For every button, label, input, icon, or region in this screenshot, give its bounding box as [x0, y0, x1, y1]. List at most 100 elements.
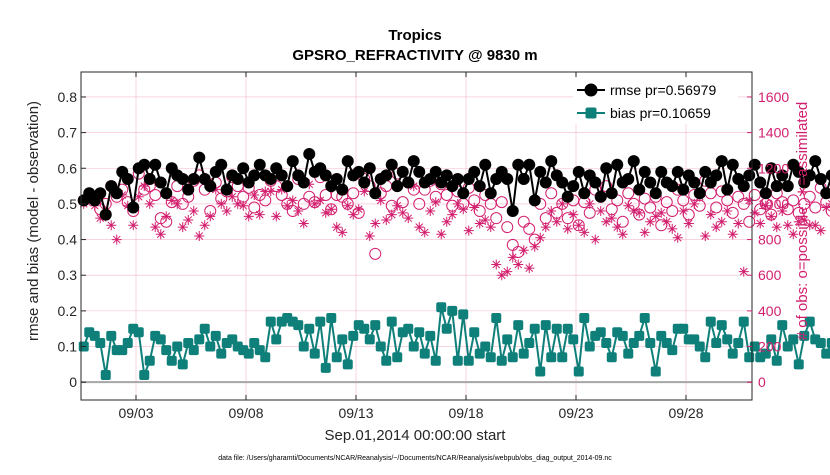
bias-marker [804, 316, 815, 327]
bias-marker [694, 341, 705, 352]
rmse-marker [473, 180, 486, 193]
x-tick-label: 09/28 [668, 405, 703, 421]
bias-marker [634, 330, 645, 341]
bias-marker [480, 341, 491, 352]
rmse-series [77, 148, 830, 221]
assimilated-obs-marker [381, 214, 392, 225]
bias-marker [788, 334, 799, 345]
bias-marker [584, 341, 595, 352]
assimilated-obs-marker [628, 206, 639, 217]
rmse-marker [556, 176, 569, 189]
left-y-tick-label: 0 [69, 374, 77, 390]
assimilated-obs-marker [408, 181, 419, 192]
bias-marker [194, 334, 205, 345]
possible-obs-marker [616, 215, 629, 228]
bias-marker [320, 362, 331, 373]
possible-obs-marker [369, 247, 382, 260]
bias-marker [573, 366, 584, 377]
data-file-footnote: data file: /Users/gharamti/Documents/NCA… [218, 455, 612, 462]
bias-marker [771, 355, 782, 366]
assimilated-obs-marker [584, 198, 595, 209]
assimilated-obs-marker [287, 195, 298, 206]
bias-marker [414, 327, 425, 338]
bias-marker [155, 334, 166, 345]
rmse-marker [523, 158, 536, 171]
assimilated-obs-marker [661, 216, 672, 227]
possible-obs-marker [644, 201, 657, 214]
possible-obs-marker [501, 221, 514, 234]
bias-marker [777, 320, 788, 331]
bias-marker [623, 348, 634, 359]
rmse-marker [600, 162, 613, 175]
rmse-marker [407, 155, 420, 168]
bias-marker [265, 316, 276, 327]
bias-marker [331, 352, 342, 363]
left-y-axis-label: rmse and bias (model - observation) [25, 101, 42, 341]
possible-obs-marker [660, 196, 673, 209]
legend-bias-marker [585, 107, 597, 119]
assimilated-obs-marker [469, 202, 480, 213]
bias-marker [760, 348, 771, 359]
left-y-tick-label: 0.6 [58, 160, 78, 176]
assimilated-obs-marker [513, 259, 524, 270]
bias-marker [188, 345, 199, 356]
assimilated-obs-marker [392, 200, 403, 211]
bias-marker [205, 341, 216, 352]
bias-marker [172, 341, 183, 352]
rmse-marker [611, 158, 624, 171]
rmse-marker [501, 172, 514, 185]
rmse-marker [440, 169, 453, 182]
assimilated-obs-marker [458, 204, 469, 215]
assimilated-obs-marker [551, 216, 562, 227]
assimilated-obs-marker [546, 206, 557, 217]
x-axis-ticks: 09/03 09/08 09/13 09/18 09/23 09/28 [118, 72, 704, 421]
assimilated-obs-marker [331, 222, 342, 233]
rmse-marker [275, 169, 288, 182]
rmse-marker [781, 180, 794, 193]
assimilated-obs-marker [738, 266, 749, 277]
rmse-marker [506, 205, 519, 218]
bias-marker [452, 355, 463, 366]
rmse-marker [693, 187, 706, 200]
bias-marker [733, 337, 744, 348]
rmse-marker [710, 169, 723, 182]
assimilated-obs-marker [183, 214, 194, 225]
rmse-marker [754, 176, 767, 189]
assimilated-obs-marker [128, 220, 139, 231]
right-y-tick-label: 600 [758, 267, 782, 283]
bias-marker [447, 305, 458, 316]
rmse-marker [149, 158, 162, 171]
right-y-tick-label: 200 [758, 339, 782, 355]
rmse-marker [204, 180, 217, 193]
assimilated-obs-marker [342, 200, 353, 211]
bias-marker [337, 334, 348, 345]
bias-marker [815, 337, 826, 348]
rmse-marker [528, 194, 541, 207]
assimilated-obs-marker [700, 231, 711, 241]
bias-marker [540, 320, 551, 331]
rmse-marker [385, 158, 398, 171]
x-tick-label: 09/03 [118, 405, 153, 421]
assimilated-obs-marker [529, 241, 540, 252]
bias-marker [766, 334, 777, 345]
possible-obs-marker [347, 187, 360, 200]
rmse-marker [451, 172, 464, 185]
bias-marker [727, 348, 738, 359]
rmse-marker [638, 165, 651, 178]
right-y-axis-label: # of obs: o=possible; ∗=assimilated [794, 102, 811, 341]
bias-marker [106, 330, 117, 341]
bias-marker [315, 316, 326, 327]
rmse-marker [121, 172, 134, 185]
chart-title-line-1: Tropics [388, 27, 441, 44]
rmse-marker [765, 162, 778, 175]
bias-marker [469, 327, 480, 338]
bias-marker [546, 352, 557, 363]
assimilated-obs-marker [557, 198, 568, 209]
bias-marker [375, 341, 386, 352]
bias-marker [535, 366, 546, 377]
bias-line [82, 307, 830, 376]
bias-marker [562, 323, 573, 334]
rmse-marker [770, 180, 783, 193]
bias-marker [342, 359, 353, 370]
assimilated-obs-marker [579, 227, 590, 238]
